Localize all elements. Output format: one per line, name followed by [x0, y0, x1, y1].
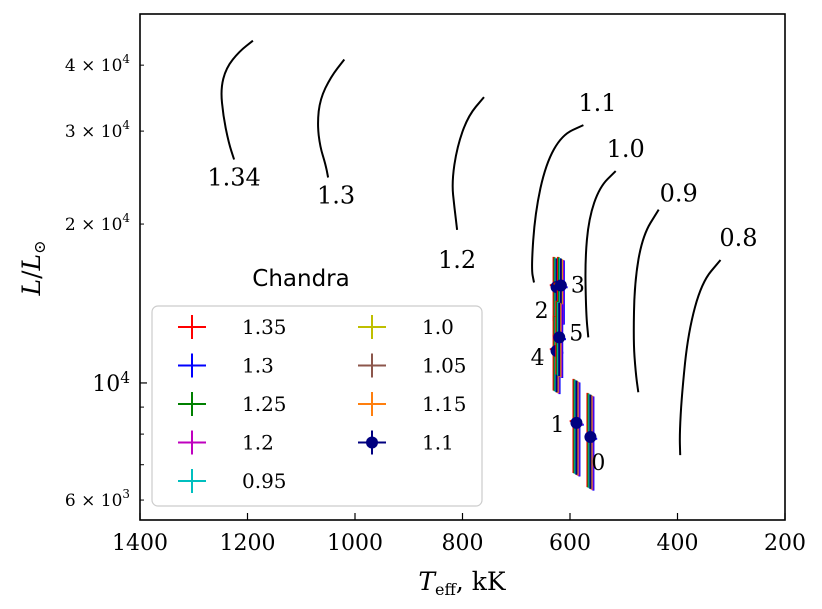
legend-label: 1.3	[242, 354, 274, 378]
legend-label: 0.95	[242, 469, 287, 493]
y-minor-tick-label: 4 × 104	[65, 52, 130, 76]
x-tick-label: 200	[764, 531, 806, 556]
x-tick-label: 400	[657, 531, 699, 556]
plot-frame	[139, 13, 786, 521]
legend-marker-dot	[366, 436, 378, 449]
y-minor-tick-label: 2 × 104	[65, 211, 130, 235]
track-label-0.9: 0.9	[660, 180, 698, 208]
observation-5	[552, 300, 567, 378]
track-label-1.2: 1.2	[438, 246, 476, 274]
track-0.9	[632, 209, 660, 393]
legend: Chandra 1.35 1.3 1.25 1.2 0.95 1.0 1.05 1.15 1.1	[151, 266, 483, 507]
track-label-0.8: 0.8	[719, 224, 757, 252]
y-tick-label: 104	[92, 369, 130, 397]
track-0.8	[678, 259, 722, 456]
legend-label: 1.35	[242, 315, 287, 339]
data-point	[584, 430, 597, 443]
legend-label: 1.05	[422, 354, 467, 378]
epoch-label-0: 0	[591, 451, 605, 476]
legend-label: 1.25	[242, 392, 287, 416]
data-point	[570, 416, 583, 429]
track-1.0	[584, 170, 617, 338]
epoch-label-4: 4	[531, 346, 545, 371]
track-1.1	[531, 124, 584, 283]
observations: 0 1 23 45	[531, 256, 605, 491]
data-point	[553, 331, 566, 344]
y-minor-tick-label: 6 × 103	[65, 487, 130, 511]
legend-title: Chandra	[252, 266, 349, 292]
x-tick-label: 1000	[327, 531, 383, 556]
y-minor-tick-label: 3 × 104	[65, 118, 130, 142]
x-axis-title: Teff, kK	[418, 567, 507, 599]
x-tick-label: 1400	[112, 531, 168, 556]
legend-label: 1.15	[422, 392, 467, 416]
observation-1	[569, 378, 584, 477]
y-axis-title: L/L⊙	[17, 240, 49, 296]
legend-label: 1.1	[422, 431, 454, 455]
data-point	[554, 279, 567, 292]
track-label-1.1: 1.1	[578, 89, 616, 117]
x-tick-label: 1200	[220, 531, 276, 556]
track-label-1.34: 1.34	[207, 164, 260, 192]
track-1.3	[317, 58, 346, 178]
legend-label: 1.2	[242, 431, 274, 455]
track-label-1.3: 1.3	[317, 182, 355, 210]
observation-0	[584, 392, 598, 491]
legend-box	[151, 305, 483, 507]
axis-titles: Teff, kK L/L⊙	[17, 240, 507, 599]
track-label-1.0: 1.0	[607, 135, 645, 163]
epoch-label-3: 3	[571, 273, 585, 298]
track-1.2	[451, 96, 485, 231]
epoch-label-1: 1	[550, 413, 564, 438]
evolution-tracks: 1.341.31.21.11.00.90.8	[207, 39, 758, 456]
epoch-label-5: 5	[569, 321, 583, 346]
x-tick-label: 800	[442, 531, 484, 556]
legend-label: 1.0	[422, 315, 454, 339]
track-1.34	[220, 39, 254, 160]
x-tick-label: 600	[549, 531, 591, 556]
epoch-label-2: 2	[535, 299, 549, 324]
